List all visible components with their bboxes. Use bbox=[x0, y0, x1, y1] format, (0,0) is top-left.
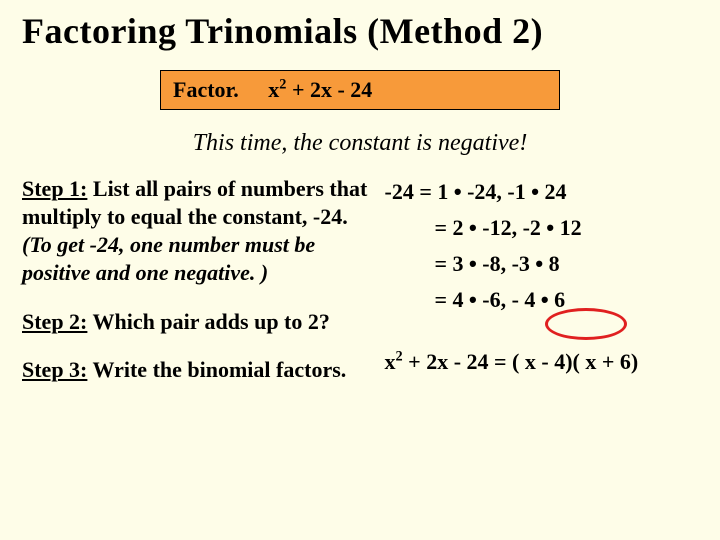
step-1-text-b: (To get -24, one number must be positive… bbox=[22, 232, 315, 285]
step-2-text: Which pair adds up to 2? bbox=[87, 309, 330, 334]
pair-row-3: = 3 • -8, -3 • 8 bbox=[385, 247, 699, 281]
pair-row-4: = 4 • -6, - 4 • 6 bbox=[385, 283, 699, 317]
final-answer: x2 + 2x - 24 = ( x - 4)( x + 6) bbox=[385, 345, 699, 379]
step-2: Step 2: Which pair adds up to 2? bbox=[22, 308, 369, 336]
pair-row-2: = 2 • -12, -2 • 12 bbox=[385, 211, 699, 245]
subtitle: This time, the constant is negative! bbox=[22, 130, 698, 157]
step-2-label: Step 2: bbox=[22, 309, 87, 334]
step-1: Step 1: List all pairs of numbers that m… bbox=[22, 175, 369, 288]
pairs-column: -24 = 1 • -24, -1 • 24 = 2 • -12, -2 • 1… bbox=[379, 175, 699, 404]
step-3-text: Write the binomial factors. bbox=[87, 357, 346, 382]
pair-row-1: -24 = 1 • -24, -1 • 24 bbox=[385, 175, 699, 209]
step-3: Step 3: Write the binomial factors. bbox=[22, 356, 369, 384]
step-1-label: Step 1: bbox=[22, 176, 87, 201]
content-area: Step 1: List all pairs of numbers that m… bbox=[22, 175, 698, 404]
problem-label: Factor. bbox=[173, 77, 239, 102]
problem-expression: x2 + 2x - 24 bbox=[268, 77, 372, 102]
problem-box: Factor. x2 + 2x - 24 bbox=[160, 70, 560, 110]
step-3-label: Step 3: bbox=[22, 357, 87, 382]
steps-column: Step 1: List all pairs of numbers that m… bbox=[22, 175, 369, 404]
page-title: Factoring Trinomials (Method 2) bbox=[22, 10, 698, 52]
